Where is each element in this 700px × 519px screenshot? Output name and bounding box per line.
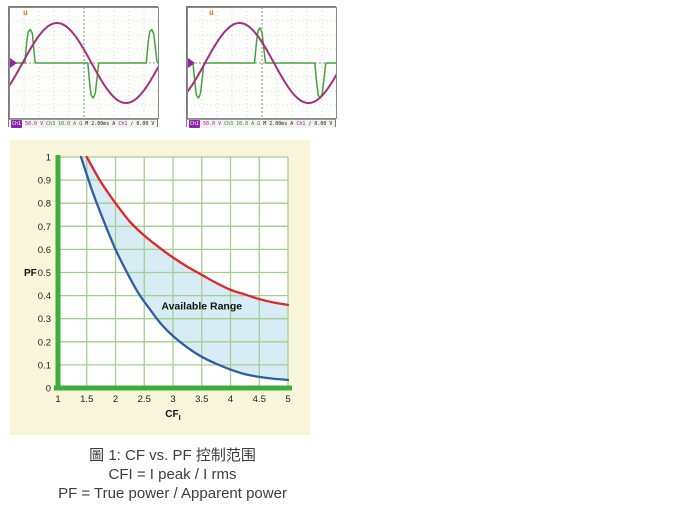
x-tick-label: 3 [170, 394, 175, 405]
trigger-level-marker-icon [10, 58, 17, 68]
scope-readout-ch1: Ch1 [11, 120, 23, 128]
scope-readout-50-0-v: 50.0 V [203, 121, 222, 127]
y-tick-label: 0.5 [38, 268, 51, 279]
scope-readout-m-2-00ms-a: M 2.00ms A [263, 121, 294, 127]
cf-pf-chart: 0 0.1 0.2 0.3 0.4 0.5 0.6 0.7 0.8 0.9 1 1 1.5 2 2.5 3 3.… [10, 140, 310, 435]
caption-pf-formula: PF = True power / Apparent power [58, 485, 287, 502]
scope-readout-50-0-v: 50.0 V [25, 121, 44, 127]
caption-cfi-formula: CFI = I peak / I rms [108, 466, 237, 483]
x-tick-label: 2.5 [138, 394, 151, 405]
scope-readout-m-2-00ms-a: M 2.00ms A [85, 121, 116, 127]
x-tick-label: 5 [285, 394, 290, 405]
scope-readout-ch3: Ch3 [224, 121, 234, 127]
x-axis-title: CFI [165, 409, 180, 422]
y-tick-label: 0 [46, 384, 51, 395]
y-tick-label: 0.1 [38, 360, 51, 371]
scope-screen-frame [187, 7, 337, 119]
scope-display-right: u [187, 7, 337, 119]
available-range-fill [81, 157, 288, 380]
x-tick-label: 1.5 [80, 394, 93, 405]
y-axis-title: PF [24, 268, 37, 279]
scope-screen-frame [9, 7, 159, 119]
y-tick-label: 0.9 [38, 176, 51, 187]
scope-readout--0-00-v: ∕ 0.00 V [130, 121, 155, 127]
current-waveform [187, 27, 337, 99]
scope-readout-ch3: Ch3 [46, 121, 56, 127]
current-waveform [9, 28, 159, 99]
scope-readout-10-0-a-: 10.0 A Ω [58, 121, 83, 127]
scope-readout-ch1: Ch1 [296, 121, 306, 127]
x-tick-label: 4.5 [253, 394, 266, 405]
voltage-waveform [187, 21, 337, 105]
x-tick-label: 2 [113, 394, 118, 405]
x-tick-label: 1 [55, 394, 60, 405]
caption-title: 圖 1: CF vs. PF 控制范围 [89, 447, 256, 464]
x-axis-title-subscript: I [179, 413, 181, 422]
y-tick-label: 0.4 [38, 291, 51, 302]
y-tick-label: 0.2 [38, 337, 51, 348]
upper-limit-curve [85, 155, 290, 306]
y-tick-label: 0.6 [38, 245, 51, 256]
x-tick-label: 4 [228, 394, 233, 405]
y-tick-label: 0.7 [38, 222, 51, 233]
trigger-level-marker-icon [188, 58, 195, 68]
lower-limit-curve [79, 155, 290, 382]
trigger-position-marker-icon: u [209, 8, 214, 17]
voltage-waveform [9, 21, 159, 105]
y-tick-label: 0.3 [38, 314, 51, 325]
scope-readout-ch1: Ch1 [189, 120, 201, 128]
scope-readout-10-0-a-: 10.0 A Ω [236, 121, 261, 127]
y-tick-label: 1 [46, 153, 51, 164]
scope-readout--0-00-v: ∕ 0.00 V [308, 121, 333, 127]
scope-display-left: u [9, 7, 159, 119]
cf-pf-chart-panel: 0 0.1 0.2 0.3 0.4 0.5 0.6 0.7 0.8 0.9 1 1 1.5 2 2.5 3 3.… [10, 140, 310, 435]
y-tick-label: 0.8 [38, 199, 51, 210]
scope-readout-ch1: Ch1 [118, 121, 128, 127]
figure-caption: 圖 1: CF vs. PF 控制范围 CFI = I peak / I rms… [0, 446, 345, 503]
x-tick-label: 3.5 [195, 394, 208, 405]
available-range-label: Available Range [161, 300, 242, 312]
trigger-position-marker-icon: u [23, 8, 28, 17]
